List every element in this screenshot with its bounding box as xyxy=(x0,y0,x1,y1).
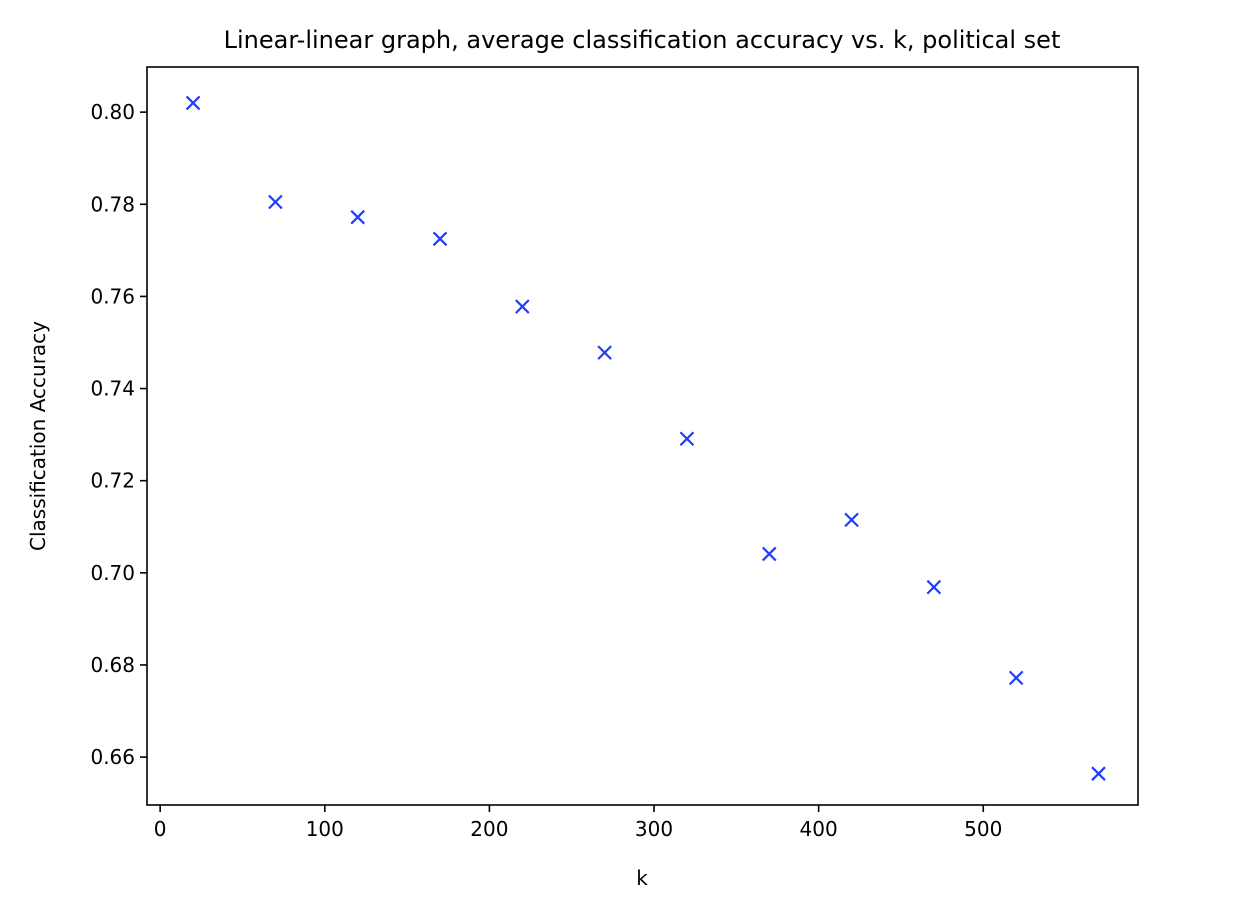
y-tick-label: 0.72 xyxy=(90,469,135,493)
y-tick-label: 0.66 xyxy=(90,745,135,769)
data-point xyxy=(1008,670,1024,686)
x-tick-label: 200 xyxy=(470,817,508,841)
x-axis: 0 100 200 300 400 500 xyxy=(154,805,1002,841)
y-axis: 0.66 0.68 0.70 0.72 0.74 0.76 0.78 0.80 xyxy=(90,100,147,769)
data-point xyxy=(268,194,283,210)
y-tick-label: 0.70 xyxy=(90,561,135,585)
y-tick-label: 0.74 xyxy=(90,377,135,401)
data-point xyxy=(597,345,612,360)
data-point xyxy=(679,431,695,447)
data-point xyxy=(515,299,530,314)
data-point xyxy=(761,546,777,562)
x-axis-label: k xyxy=(636,866,648,890)
y-tick-label: 0.76 xyxy=(90,284,135,308)
chart-title: Linear-linear graph, average classificat… xyxy=(224,26,1061,54)
x-tick-label: 400 xyxy=(800,817,838,841)
data-points xyxy=(185,95,1106,781)
data-point xyxy=(185,95,201,111)
data-point xyxy=(926,579,942,595)
y-tick-label: 0.68 xyxy=(90,653,135,677)
data-point xyxy=(844,512,859,528)
data-point xyxy=(1091,766,1106,781)
x-tick-label: 100 xyxy=(306,817,344,841)
data-point xyxy=(350,209,365,225)
data-point xyxy=(432,231,448,247)
x-tick-label: 300 xyxy=(635,817,673,841)
x-tick-label: 500 xyxy=(964,817,1002,841)
x-tick-label: 0 xyxy=(154,817,167,841)
y-tick-label: 0.78 xyxy=(90,192,135,216)
y-tick-label: 0.80 xyxy=(90,100,135,124)
plot-area-frame xyxy=(146,66,1139,806)
y-axis-label: Classification Accuracy xyxy=(26,321,50,551)
